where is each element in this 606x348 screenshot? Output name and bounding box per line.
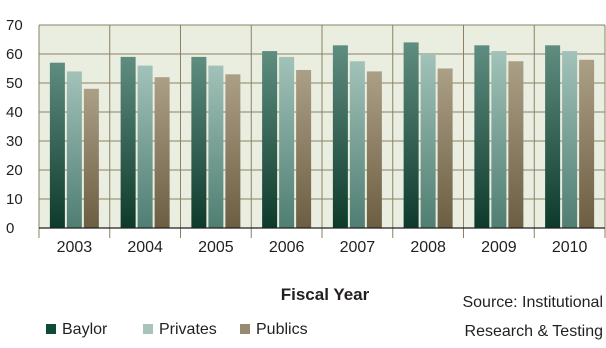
x-tick-label-2006: 2006 [269,239,305,256]
bar-privates-2007 [349,61,365,228]
legend-label-baylor: Baylor [62,321,108,338]
legend-label-publics: Publics [256,321,308,338]
bar-baylor-2004 [120,56,136,229]
bar-publics-2003 [83,88,99,228]
x-tick-label-2003: 2003 [57,239,93,256]
x-tick-label-2008: 2008 [410,239,446,256]
bar-publics-2004 [154,77,170,228]
x-tick-label-2007: 2007 [340,239,376,256]
bar-baylor-2006 [262,51,278,228]
bar-privates-2003 [66,71,82,229]
bar-publics-2008 [437,68,453,228]
y-tick-label-40: 40 [6,104,23,121]
x-tick-label-2005: 2005 [198,239,234,256]
legend-label-privates: Privates [159,321,217,338]
y-tick-labels: 0 10 20 30 40 50 60 70 [6,17,23,237]
bar-publics-2010 [579,59,595,228]
bar-baylor-2010 [545,45,561,228]
y-tick-label-30: 30 [6,133,23,150]
bar-privates-2008 [420,54,436,228]
bar-publics-2009 [508,61,524,228]
bars [49,42,595,229]
bar-baylor-2008 [403,42,419,229]
source-note-line-1: Source: Institutional [462,294,603,311]
y-tick-label-50: 50 [6,75,23,92]
bar-baylor-2009 [474,45,490,228]
x-axis-title: Fiscal Year [281,285,370,304]
x-tick-label-2004: 2004 [127,239,163,256]
bar-baylor-2005 [191,56,207,229]
legend-swatch-publics [240,324,250,334]
legend-swatch-privates [143,324,153,334]
y-tick-label-0: 0 [6,220,14,237]
x-tick-label-2010: 2010 [552,239,588,256]
bar-publics-2007 [366,71,382,229]
bar-publics-2006 [296,69,312,228]
bar-publics-2005 [225,74,241,228]
bar-privates-2010 [562,51,578,228]
y-tick-label-20: 20 [6,162,23,179]
bar-baylor-2003 [49,62,65,229]
bar-baylor-2007 [332,45,348,228]
y-tick-label-10: 10 [6,191,23,208]
y-tick-label-60: 60 [6,46,23,63]
bar-privates-2009 [491,51,507,228]
bar-privates-2004 [137,65,153,228]
axes [38,25,606,238]
bar-privates-2006 [279,56,295,229]
legend-swatch-baylor [46,324,56,334]
y-tick-label-70: 70 [6,17,23,34]
bar-privates-2005 [208,65,224,228]
x-tick-labels: 2003 2004 2005 2006 2007 2008 2009 2010 [57,239,588,256]
legend: Baylor Privates Publics [46,321,308,338]
source-note-line-2: Research & Testing [465,323,603,340]
x-tick-label-2009: 2009 [481,239,517,256]
